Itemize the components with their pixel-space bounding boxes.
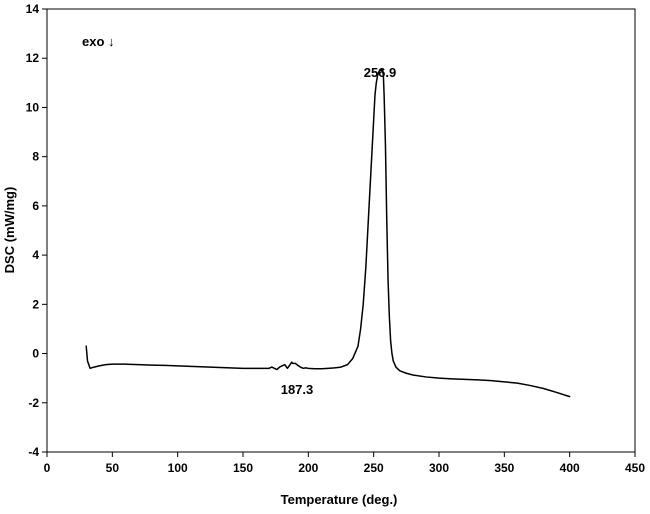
- exo-direction-label: exo ↓: [82, 34, 115, 49]
- y-tick-label: 0: [32, 347, 39, 361]
- dsc-curve-line: [85, 68, 571, 398]
- x-tick-label: 200: [298, 461, 318, 475]
- y-tick-label: -2: [28, 396, 39, 410]
- x-tick-label: 250: [364, 461, 384, 475]
- y-tick-label: 6: [32, 199, 39, 213]
- x-tick-label: 50: [106, 461, 120, 475]
- y-tick-label: -4: [28, 445, 39, 459]
- x-tick-label: 0: [44, 461, 51, 475]
- y-tick-label: 2: [32, 297, 39, 311]
- x-tick-label: 300: [429, 461, 449, 475]
- y-tick-label: 14: [26, 2, 40, 16]
- x-tick-label: 350: [494, 461, 514, 475]
- peak-label-187-3: 187.3: [281, 382, 314, 397]
- y-axis-title: DSC (mW/mg): [2, 187, 17, 274]
- plot-frame: [46, 8, 636, 453]
- y-tick-label: 10: [26, 100, 40, 114]
- y-tick-label: 12: [26, 51, 40, 65]
- plot-axes: [46, 8, 636, 453]
- y-tick-label: 8: [32, 150, 39, 164]
- x-tick-label: 150: [233, 461, 253, 475]
- x-tick-label: 400: [560, 461, 580, 475]
- y-tick-label: 4: [32, 248, 39, 262]
- data-series: [85, 68, 571, 398]
- x-tick-label: 450: [625, 461, 645, 475]
- x-tick-label: 100: [168, 461, 188, 475]
- axis-ticks: 0 50 100 150 200 250 300 350 400 450 -4 -2 0 2 4 6 8 10 12…: [26, 2, 646, 475]
- x-axis-title: Temperature (deg.): [281, 492, 398, 507]
- peak-label-256-9: 256.9: [364, 65, 397, 80]
